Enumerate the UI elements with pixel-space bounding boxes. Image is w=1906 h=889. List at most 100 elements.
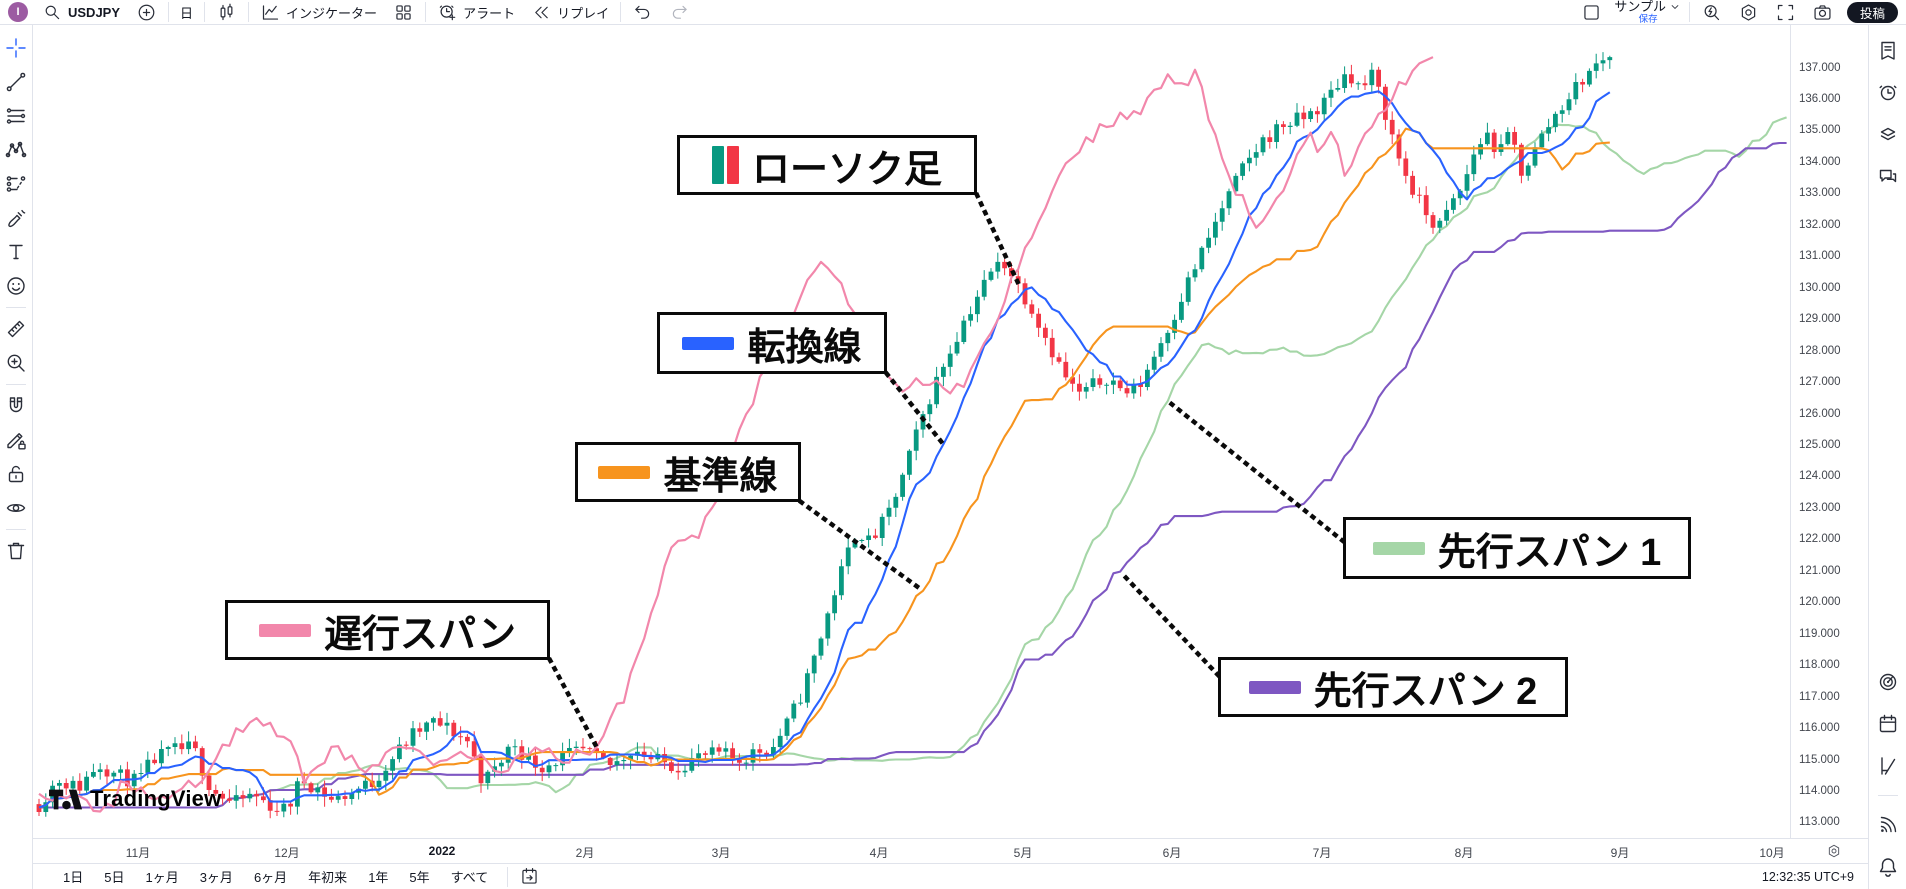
- gear-icon: [1738, 2, 1759, 23]
- clock-time[interactable]: 12:32:35: [1761, 869, 1811, 884]
- divider: [507, 866, 509, 887]
- divider: [620, 2, 622, 22]
- trend-line-icon[interactable]: [2, 68, 30, 96]
- price-axis[interactable]: 137.000 136.000 135.000 134.000 133.000 132.0…: [1790, 25, 1868, 838]
- label-tenkan[interactable]: 転換線: [657, 312, 887, 374]
- brush-icon[interactable]: [2, 204, 30, 232]
- label-candles[interactable]: ローソク足: [677, 135, 977, 195]
- line-swatch-icon: [1372, 541, 1425, 555]
- time-label: 2月: [575, 846, 595, 860]
- emoji-icon[interactable]: [2, 272, 30, 300]
- range-button[interactable]: すべて: [451, 867, 489, 886]
- undo-button[interactable]: [624, 0, 661, 24]
- range-button[interactable]: 5日: [104, 867, 124, 886]
- chart-area: TradingView ローソク足転換線基準線遅行スパン 先行スパン 1 先行スパン…: [33, 25, 1868, 889]
- drawing-lock-icon[interactable]: [2, 426, 30, 454]
- right-sidebar: [1868, 25, 1906, 889]
- forecast-icon[interactable]: [2, 170, 30, 198]
- tradingview-watermark: TradingView: [49, 786, 221, 812]
- plus-circle-icon: [136, 2, 157, 23]
- tradingview-logo-icon: [49, 789, 83, 809]
- lock-all-icon[interactable]: [2, 460, 30, 488]
- chart-style-button[interactable]: [208, 0, 245, 24]
- time-axis[interactable]: 11月 12月 2022 2月 3月 4月 5月 6月 7月 8月 9月 10月: [33, 838, 1868, 863]
- range-button[interactable]: 6ヶ月: [254, 867, 287, 886]
- top-toolbar-left: I USDJPY 日 インジケーター アラート リプ: [8, 0, 698, 25]
- notifications-icon[interactable]: [1874, 853, 1902, 881]
- label-text: 基準線: [663, 455, 778, 498]
- object-tree-icon[interactable]: [1874, 121, 1902, 149]
- fullscreen-button[interactable]: [1767, 0, 1804, 24]
- save-link[interactable]: 保存: [1638, 13, 1658, 25]
- replay-label: リプレイ: [557, 5, 610, 21]
- top-toolbar-right: サンプル 保存 投稿: [1573, 0, 1898, 25]
- label-text: 転換線: [747, 326, 862, 369]
- quick-search-icon: [1701, 2, 1722, 23]
- screener-icon[interactable]: [1874, 668, 1902, 696]
- watchlist-icon[interactable]: [1874, 37, 1902, 65]
- hide-all-icon[interactable]: [2, 494, 30, 522]
- xabcd-pattern-icon[interactable]: [2, 136, 30, 164]
- goto-date-button[interactable]: [511, 865, 548, 889]
- compare-add-button[interactable]: [128, 0, 165, 24]
- publish-button[interactable]: 投稿: [1846, 1, 1898, 23]
- price-label: 129.000: [1799, 313, 1841, 326]
- price-label: 121.000: [1799, 564, 1841, 577]
- quick-search-button[interactable]: [1693, 0, 1730, 24]
- price-label: 132.000: [1799, 218, 1841, 231]
- range-button[interactable]: 3ヶ月: [200, 867, 233, 886]
- calendar-icon[interactable]: [1874, 710, 1902, 738]
- price-label: 130.000: [1799, 281, 1841, 294]
- screenshot-button[interactable]: [1804, 0, 1841, 24]
- price-label: 134.000: [1799, 155, 1841, 168]
- layout-name-menu[interactable]: サンプル 保存: [1610, 0, 1686, 24]
- chat-icon[interactable]: [1874, 163, 1902, 191]
- replay-button[interactable]: リプレイ: [523, 0, 617, 24]
- axis-settings-gear-icon[interactable]: [1826, 843, 1842, 859]
- line-swatch-icon: [598, 465, 651, 479]
- chart-pane[interactable]: TradingView ローソク足転換線基準線遅行スパン 先行スパン 1 先行スパン…: [33, 25, 1790, 838]
- label-kijun[interactable]: 基準線: [575, 442, 801, 502]
- app-body: TradingView ローソク足転換線基準線遅行スパン 先行スパン 1 先行スパン…: [0, 25, 1906, 889]
- label-chikou[interactable]: 遅行スパン: [225, 600, 550, 660]
- symbol-search-button[interactable]: USDJPY: [34, 0, 128, 24]
- text-icon[interactable]: [2, 238, 30, 266]
- label-senkou-a[interactable]: 先行スパン 1: [1343, 517, 1691, 579]
- interval-button[interactable]: 日: [172, 0, 201, 24]
- range-button[interactable]: 5年: [409, 867, 429, 886]
- symbol-label: USDJPY: [68, 4, 121, 20]
- timezone[interactable]: UTC+9: [1814, 869, 1854, 884]
- price-chart[interactable]: [33, 25, 1790, 838]
- range-button[interactable]: 1年: [368, 867, 388, 886]
- remove-all-icon[interactable]: [2, 537, 30, 565]
- zoom-in-icon[interactable]: [2, 349, 30, 377]
- price-label: 115.000: [1799, 753, 1840, 766]
- save-layout-button[interactable]: [1573, 0, 1610, 24]
- time-label: 2022: [428, 844, 456, 858]
- time-label: 3月: [711, 846, 731, 860]
- avatar[interactable]: I: [8, 2, 28, 22]
- magnet-icon[interactable]: [2, 392, 30, 420]
- redo-button[interactable]: [661, 0, 698, 24]
- label-senkou-b[interactable]: 先行スパン 2: [1218, 657, 1568, 717]
- feed-icon[interactable]: [1874, 811, 1902, 839]
- alerts-icon[interactable]: [1874, 79, 1902, 107]
- price-label: 124.000: [1799, 470, 1841, 483]
- crosshair-icon[interactable]: [2, 34, 30, 62]
- fib-retracement-icon[interactable]: [2, 102, 30, 130]
- indicators-button[interactable]: インジケーター: [252, 0, 385, 24]
- alert-button[interactable]: アラート: [429, 0, 523, 24]
- ruler-icon[interactable]: [2, 315, 30, 343]
- chart-settings-button[interactable]: [1730, 0, 1767, 24]
- price-label: 126.000: [1799, 407, 1841, 420]
- price-label: 128.000: [1799, 344, 1841, 357]
- indicator-templates-button[interactable]: [385, 0, 422, 24]
- range-button[interactable]: 年初来: [308, 867, 347, 886]
- scripts-icon[interactable]: [1874, 752, 1902, 780]
- divider: [204, 2, 206, 22]
- indicator-icon: [260, 2, 281, 23]
- range-button[interactable]: 1日: [63, 867, 83, 886]
- divider: [1877, 795, 1898, 796]
- range-button[interactable]: 1ヶ月: [145, 867, 178, 886]
- bottom-toolbar: 1日 5日 1ヶ月 3ヶ月 6ヶ月 年初来 1年 5年 すべて 12:32:35 UTC+9: [33, 863, 1868, 889]
